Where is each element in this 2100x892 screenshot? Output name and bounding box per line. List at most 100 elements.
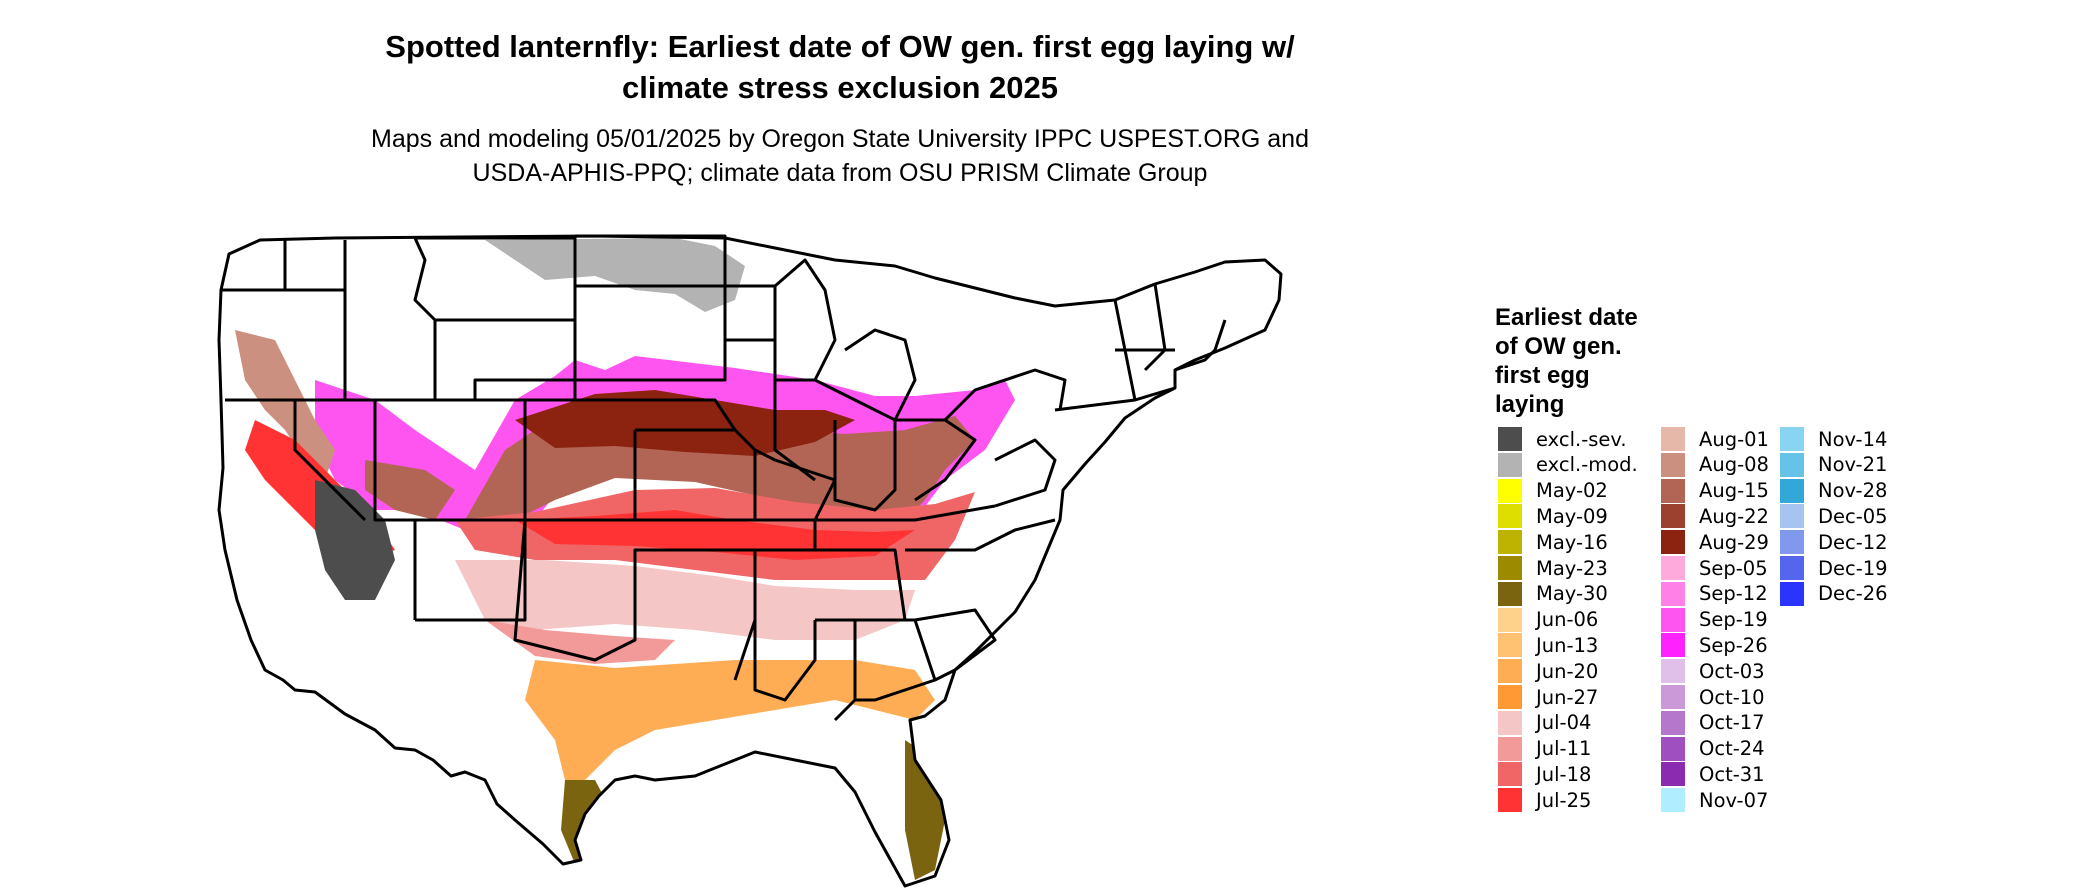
- legend-item: Aug-22: [1661, 503, 1769, 529]
- legend-swatch: [1498, 581, 1522, 606]
- legend-item: Jul-25: [1498, 787, 1591, 813]
- legend-swatch: [1780, 581, 1804, 606]
- legend-label: excl.-sev.: [1536, 427, 1627, 451]
- legend-label: May-23: [1536, 556, 1608, 580]
- legend-label: Oct-31: [1699, 762, 1765, 786]
- legend-swatch: [1661, 556, 1685, 580]
- legend-item: Oct-31: [1661, 761, 1765, 787]
- legend-label: Nov-14: [1818, 427, 1888, 451]
- legend-item: Jun-13: [1498, 632, 1598, 658]
- legend-title: Earliest date of OW gen. first egg layin…: [1495, 303, 1695, 419]
- legend-item: Dec-12: [1780, 529, 1888, 555]
- legend-item: Oct-17: [1661, 710, 1765, 736]
- legend-label: May-16: [1536, 530, 1608, 554]
- legend-label: Jul-11: [1536, 737, 1592, 761]
- legend-swatch: [1661, 607, 1685, 632]
- legend-swatch: [1661, 504, 1685, 529]
- legend-swatch: [1498, 659, 1522, 684]
- us-map: [217, 234, 1283, 888]
- map-subtitle: Maps and modeling 05/01/2025 by Oregon S…: [290, 122, 1390, 190]
- legend-swatch: [1661, 452, 1685, 477]
- legend-label: Dec-12: [1818, 530, 1888, 554]
- legend-label: Sep-12: [1699, 582, 1768, 606]
- legend-item: Nov-21: [1780, 452, 1887, 478]
- legend-item: May-02: [1498, 478, 1608, 504]
- map-title-line-2: climate stress exclusion 2025: [622, 70, 1058, 105]
- legend-item: Oct-24: [1661, 736, 1765, 762]
- state-boundaries: [217, 234, 1283, 888]
- legend-item: Oct-10: [1661, 684, 1765, 710]
- legend-item: Aug-29: [1661, 529, 1769, 555]
- legend-swatch: [1780, 530, 1804, 555]
- legend-swatch: [1661, 478, 1685, 503]
- legend-swatch: [1498, 710, 1522, 735]
- legend-label: Nov-07: [1699, 788, 1769, 812]
- legend-swatch: [1661, 530, 1685, 555]
- legend-item: May-30: [1498, 581, 1608, 607]
- legend-item: Sep-05: [1661, 555, 1768, 581]
- legend-item: Sep-26: [1661, 632, 1768, 658]
- legend-label: Aug-01: [1699, 427, 1769, 451]
- legend-swatch: [1661, 427, 1685, 451]
- legend-item: Sep-19: [1661, 607, 1768, 633]
- legend-label: Jul-25: [1536, 788, 1592, 812]
- legend-swatch: [1498, 633, 1522, 658]
- legend-label: Jun-20: [1536, 659, 1599, 683]
- legend-swatch: [1498, 452, 1522, 477]
- legend-item: Nov-14: [1780, 426, 1887, 452]
- legend-item: Dec-26: [1780, 581, 1888, 607]
- legend-item: Dec-19: [1780, 555, 1888, 581]
- legend-item: Aug-08: [1661, 452, 1769, 478]
- legend-swatch: [1498, 556, 1522, 580]
- legend-swatch: [1780, 556, 1804, 580]
- legend-label: Oct-10: [1699, 685, 1765, 709]
- legend-item: May-23: [1498, 555, 1608, 581]
- legend-item: Oct-03: [1661, 658, 1765, 684]
- legend-label: Nov-21: [1818, 453, 1888, 477]
- legend-label: May-02: [1536, 479, 1608, 503]
- legend-label: Jun-06: [1536, 608, 1599, 632]
- legend-item: May-16: [1498, 529, 1608, 555]
- legend-label: Jun-13: [1536, 633, 1599, 657]
- legend-item: Jun-27: [1498, 684, 1598, 710]
- map-title-line-1: Spotted lanternfly: Earliest date of OW …: [385, 29, 1295, 64]
- legend-swatch: [1498, 504, 1522, 529]
- legend-swatch: [1661, 581, 1685, 606]
- legend-label: May-30: [1536, 582, 1608, 606]
- map-subtitle-line-2: USDA-APHIS-PPQ; climate data from OSU PR…: [472, 159, 1208, 187]
- legend-label: Nov-28: [1818, 479, 1888, 503]
- legend-item: Nov-28: [1780, 478, 1887, 504]
- legend-swatch: [1498, 762, 1522, 787]
- legend-swatch: [1661, 736, 1685, 761]
- legend-label: Dec-26: [1818, 582, 1888, 606]
- legend-label: excl.-mod.: [1536, 453, 1638, 477]
- legend-title-line: laying: [1495, 391, 1565, 418]
- legend-swatch: [1498, 427, 1522, 451]
- legend-swatch: [1780, 504, 1804, 529]
- legend-swatch: [1661, 685, 1685, 709]
- legend-label: Sep-19: [1699, 608, 1768, 632]
- legend-item: Jul-11: [1498, 736, 1591, 762]
- legend-item: Aug-01: [1661, 426, 1769, 452]
- legend-item: excl.-sev.: [1498, 426, 1627, 452]
- legend-label: Jul-04: [1536, 711, 1592, 735]
- legend-item: Jun-20: [1498, 658, 1598, 684]
- legend-item: Jul-18: [1498, 761, 1591, 787]
- legend-swatch: [1780, 478, 1804, 503]
- legend-label: Dec-19: [1818, 556, 1888, 580]
- legend-swatch: [1498, 736, 1522, 761]
- legend-item: Nov-07: [1661, 787, 1768, 813]
- legend-label: Oct-17: [1699, 711, 1765, 735]
- legend-item: Sep-12: [1661, 581, 1768, 607]
- legend-title-line: Earliest date: [1495, 304, 1638, 331]
- legend-label: Dec-05: [1818, 504, 1888, 528]
- legend-swatch: [1498, 607, 1522, 632]
- legend-item: excl.-mod.: [1498, 452, 1638, 478]
- legend-item: Aug-15: [1661, 478, 1769, 504]
- legend-label: Jul-18: [1536, 762, 1592, 786]
- legend-swatch: [1661, 710, 1685, 735]
- legend-item: Jul-04: [1498, 710, 1591, 736]
- map-title: Spotted lanternfly: Earliest date of OW …: [340, 26, 1340, 108]
- legend-item: Dec-05: [1780, 503, 1888, 529]
- legend-title-line: first egg: [1495, 362, 1590, 389]
